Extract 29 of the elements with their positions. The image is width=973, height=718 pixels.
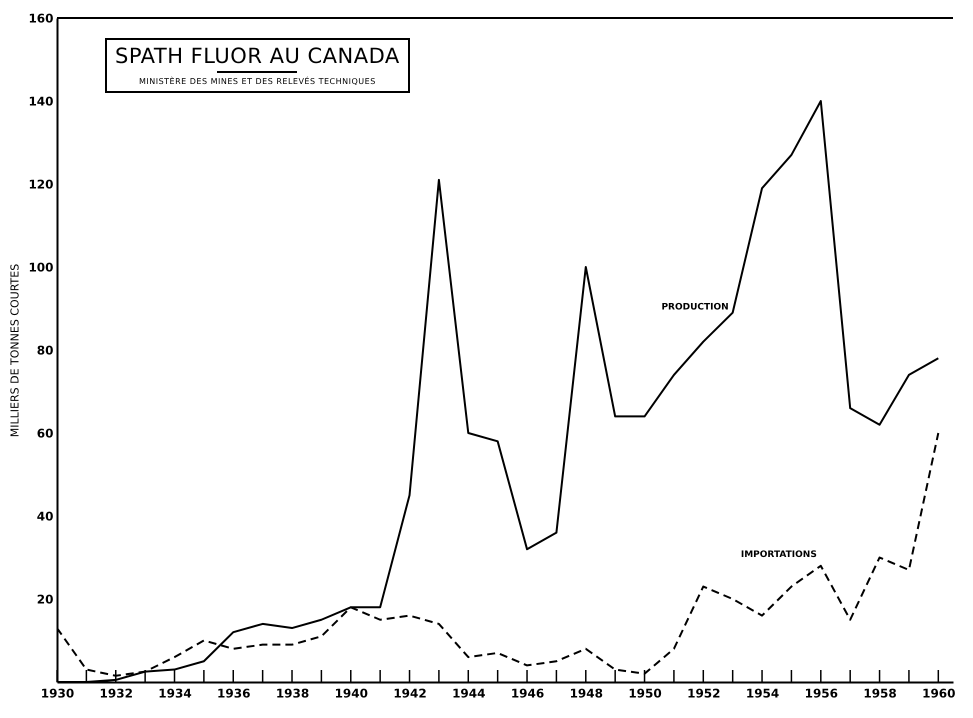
x-tick-label: 1934 — [158, 686, 192, 700]
y-axis-title: MILLIERS DE TONNES COURTES — [8, 264, 22, 438]
x-tick-label: 1940 — [334, 686, 368, 700]
y-tick-label: 40 — [36, 510, 54, 524]
y-tick-label: 160 — [28, 12, 54, 26]
x-tick-label: 1936 — [217, 686, 250, 700]
x-tick-label: 1950 — [628, 686, 662, 700]
y-tick-label: 100 — [28, 260, 54, 274]
series-label: PRODUCTION — [661, 302, 729, 313]
x-tick-label: 1948 — [570, 686, 603, 700]
y-tick-label: 80 — [36, 344, 54, 358]
y-tick-label: 120 — [28, 178, 54, 192]
x-tick-label: 1932 — [100, 686, 133, 700]
series-label: IMPORTATIONS — [740, 550, 817, 560]
x-tick-label: 1942 — [393, 686, 427, 700]
x-tick-label: 1958 — [863, 686, 897, 700]
y-tick-label: 20 — [36, 592, 54, 606]
y-tick-label: 140 — [28, 94, 54, 108]
x-tick-label: 1930 — [40, 686, 74, 700]
x-tick-label: 1946 — [510, 686, 544, 700]
x-tick-label: 1944 — [452, 686, 486, 700]
x-tick-label: 1956 — [804, 686, 838, 700]
x-tick-label: 1938 — [276, 686, 310, 700]
x-tick-label: 1960 — [922, 686, 956, 700]
y-tick-label: 60 — [36, 426, 54, 440]
x-tick-label: 1954 — [746, 686, 780, 700]
text: SPATH FLUOR AU CANADA — [115, 44, 400, 68]
x-tick-label: 1952 — [687, 686, 720, 700]
text: MINISTÈRE DES MINES ET DES RELEVÉS TECHNIQUES — [138, 77, 377, 86]
